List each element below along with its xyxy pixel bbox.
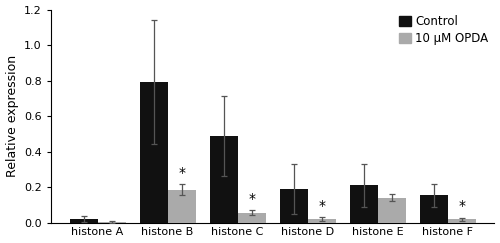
Bar [70,219,98,223]
Bar [210,136,238,223]
Bar [308,219,336,223]
Legend: Control, 10 μM OPDA: Control, 10 μM OPDA [399,16,488,45]
Bar [420,195,448,223]
Bar [378,198,406,223]
Y-axis label: Relative expression: Relative expression [6,55,18,177]
Bar [448,219,476,223]
Bar [140,82,168,223]
Bar [280,189,307,223]
Bar [238,213,266,223]
Bar [350,185,378,223]
Text: *: * [248,192,255,206]
Bar [98,222,126,223]
Bar [168,190,196,223]
Text: *: * [458,199,466,213]
Text: *: * [178,166,185,180]
Text: *: * [318,199,325,213]
